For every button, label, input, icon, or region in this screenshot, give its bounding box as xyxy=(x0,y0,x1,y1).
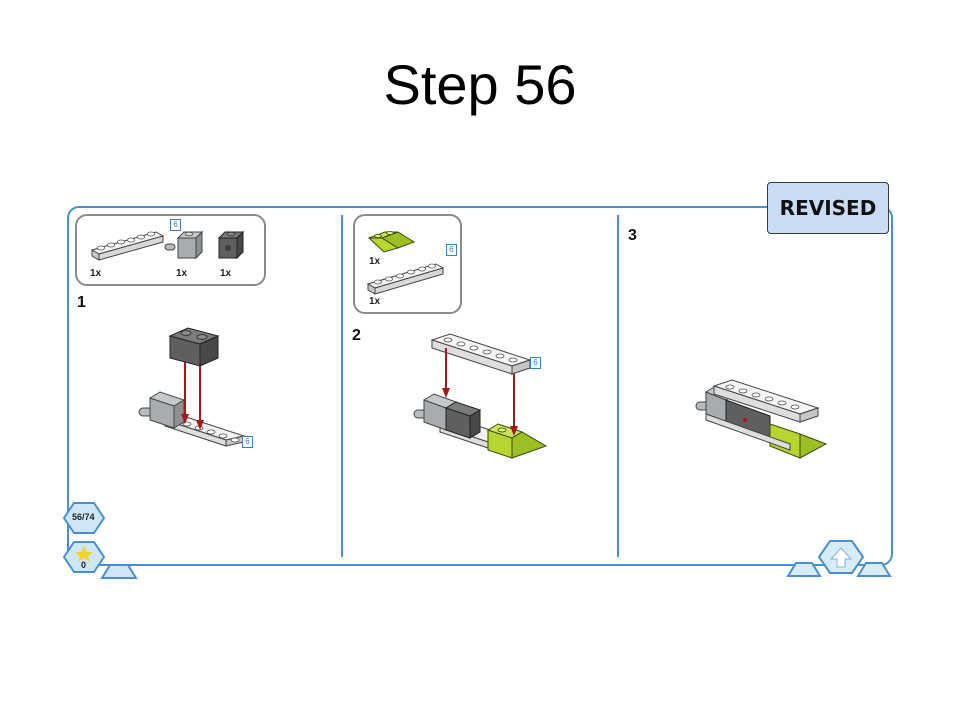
part-length-tag: 6 xyxy=(446,244,457,256)
step-number-3: 3 xyxy=(628,227,637,244)
slide-title: Step 56 xyxy=(383,53,577,116)
instruction-frame xyxy=(67,206,893,566)
step-number-1: 1 xyxy=(77,294,86,311)
page-counter-hex[interactable] xyxy=(62,502,106,534)
panel-divider xyxy=(617,215,619,557)
score-count: 0 xyxy=(81,560,87,570)
part-quantity: 1x xyxy=(369,256,381,267)
step-number-2: 2 xyxy=(352,327,361,344)
part-quantity: 1x xyxy=(176,268,188,279)
nav-next-button[interactable] xyxy=(856,562,892,577)
nav-prev-button[interactable] xyxy=(786,562,822,577)
part-quantity: 1x xyxy=(90,268,102,279)
panel-divider xyxy=(341,215,343,557)
part-length-tag: 6 xyxy=(242,436,253,448)
part-length-tag: 6 xyxy=(530,357,541,369)
nav-up-button[interactable] xyxy=(817,540,865,574)
score-hex[interactable] xyxy=(62,541,106,573)
part-quantity: 1x xyxy=(369,296,381,307)
part-quantity: 1x xyxy=(220,268,232,279)
parts-list-step-2 xyxy=(353,214,462,314)
part-length-tag: 6 xyxy=(170,219,181,231)
revised-badge: REVISED xyxy=(767,182,889,234)
page-counter: 56/74 xyxy=(72,512,95,522)
